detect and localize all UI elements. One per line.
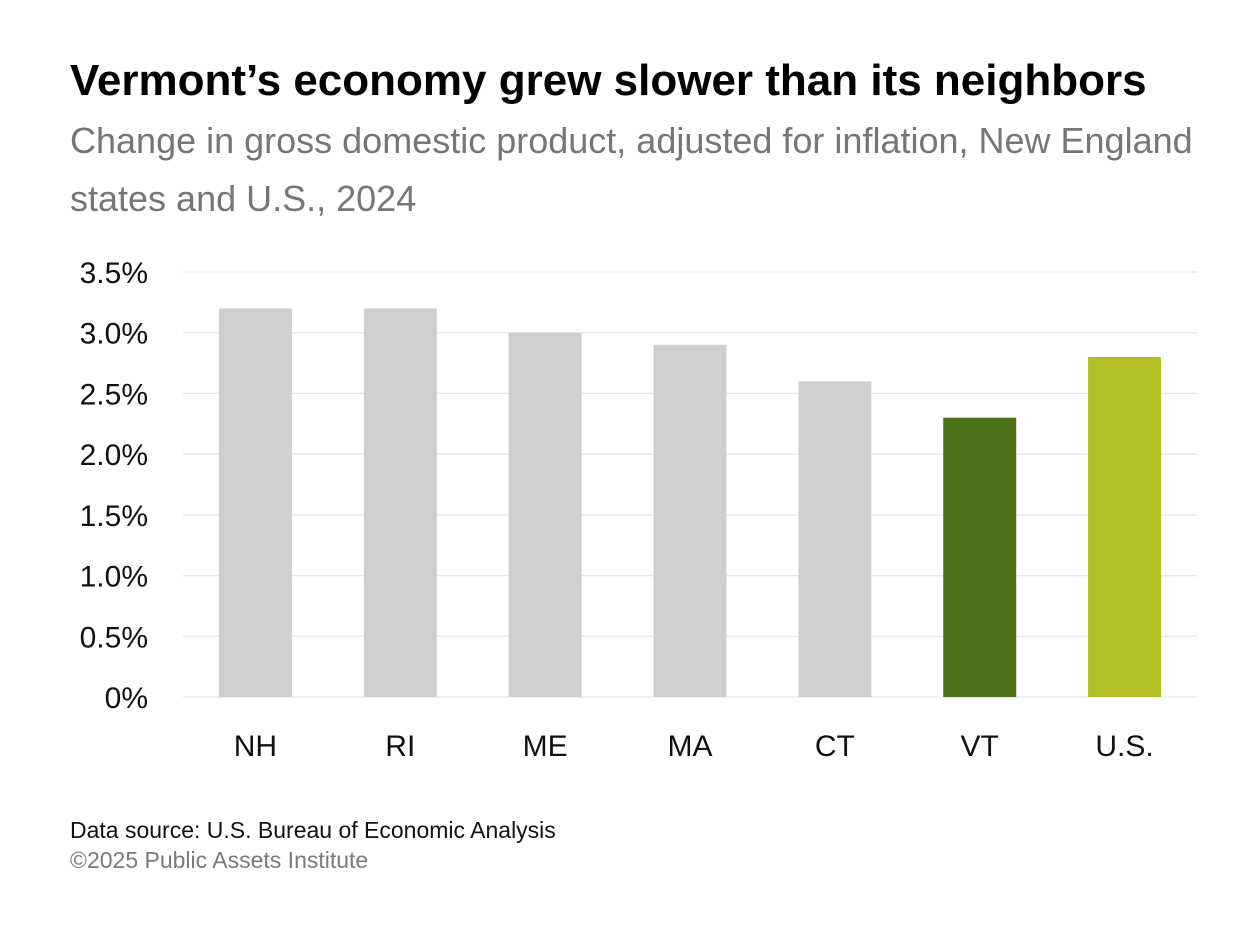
bars bbox=[218, 308, 1162, 697]
y-tick-label: 0.5% bbox=[80, 621, 148, 654]
bar-chart: 0% 0.5% 1.0% 1.5% 2.0% 2.5% 3.0% 3.5% NH RI ME MA C… bbox=[80, 257, 1197, 763]
data-source-note: Data source: U.S. Bureau of Economic Ana… bbox=[70, 817, 556, 843]
bar-vt bbox=[943, 417, 1017, 697]
y-tick-label: 2.5% bbox=[80, 378, 148, 411]
x-axis-category-labels: NH RI ME MA CT VT U.S. bbox=[234, 730, 1154, 763]
chart-title: Vermont’s economy grew slower than its n… bbox=[70, 56, 1147, 105]
bar-me bbox=[508, 332, 582, 697]
y-axis-tick-labels: 0% 0.5% 1.0% 1.5% 2.0% 2.5% 3.0% 3.5% bbox=[80, 257, 148, 715]
x-category-label: CT bbox=[815, 730, 855, 763]
bar-ma bbox=[653, 344, 727, 697]
x-category-label: RI bbox=[385, 730, 415, 763]
x-category-label: MA bbox=[668, 730, 713, 763]
y-tick-label: 1.5% bbox=[80, 500, 148, 533]
x-category-label: ME bbox=[523, 730, 568, 763]
x-category-label: U.S. bbox=[1095, 730, 1153, 763]
y-tick-label: 3.0% bbox=[80, 318, 148, 351]
y-tick-label: 2.0% bbox=[80, 439, 148, 472]
y-tick-label: 1.0% bbox=[80, 561, 148, 594]
bar-us bbox=[1088, 357, 1162, 697]
bar-ct bbox=[798, 381, 872, 697]
chart-heading: Vermont’s economy grew slower than its n… bbox=[70, 56, 1210, 232]
y-tick-label: 3.5% bbox=[80, 257, 148, 290]
chart-footer: Data source: U.S. Bureau of Economic Ana… bbox=[70, 815, 556, 875]
y-tick-label: 0% bbox=[105, 682, 148, 715]
bar-nh bbox=[218, 308, 292, 697]
x-category-label: NH bbox=[234, 730, 277, 763]
chart-subtitle: Change in gross domestic product, adjust… bbox=[70, 120, 1193, 219]
bar-ri bbox=[363, 308, 437, 697]
x-category-label: VT bbox=[961, 730, 999, 763]
copyright-note: ©2025 Public Assets Institute bbox=[70, 847, 369, 873]
